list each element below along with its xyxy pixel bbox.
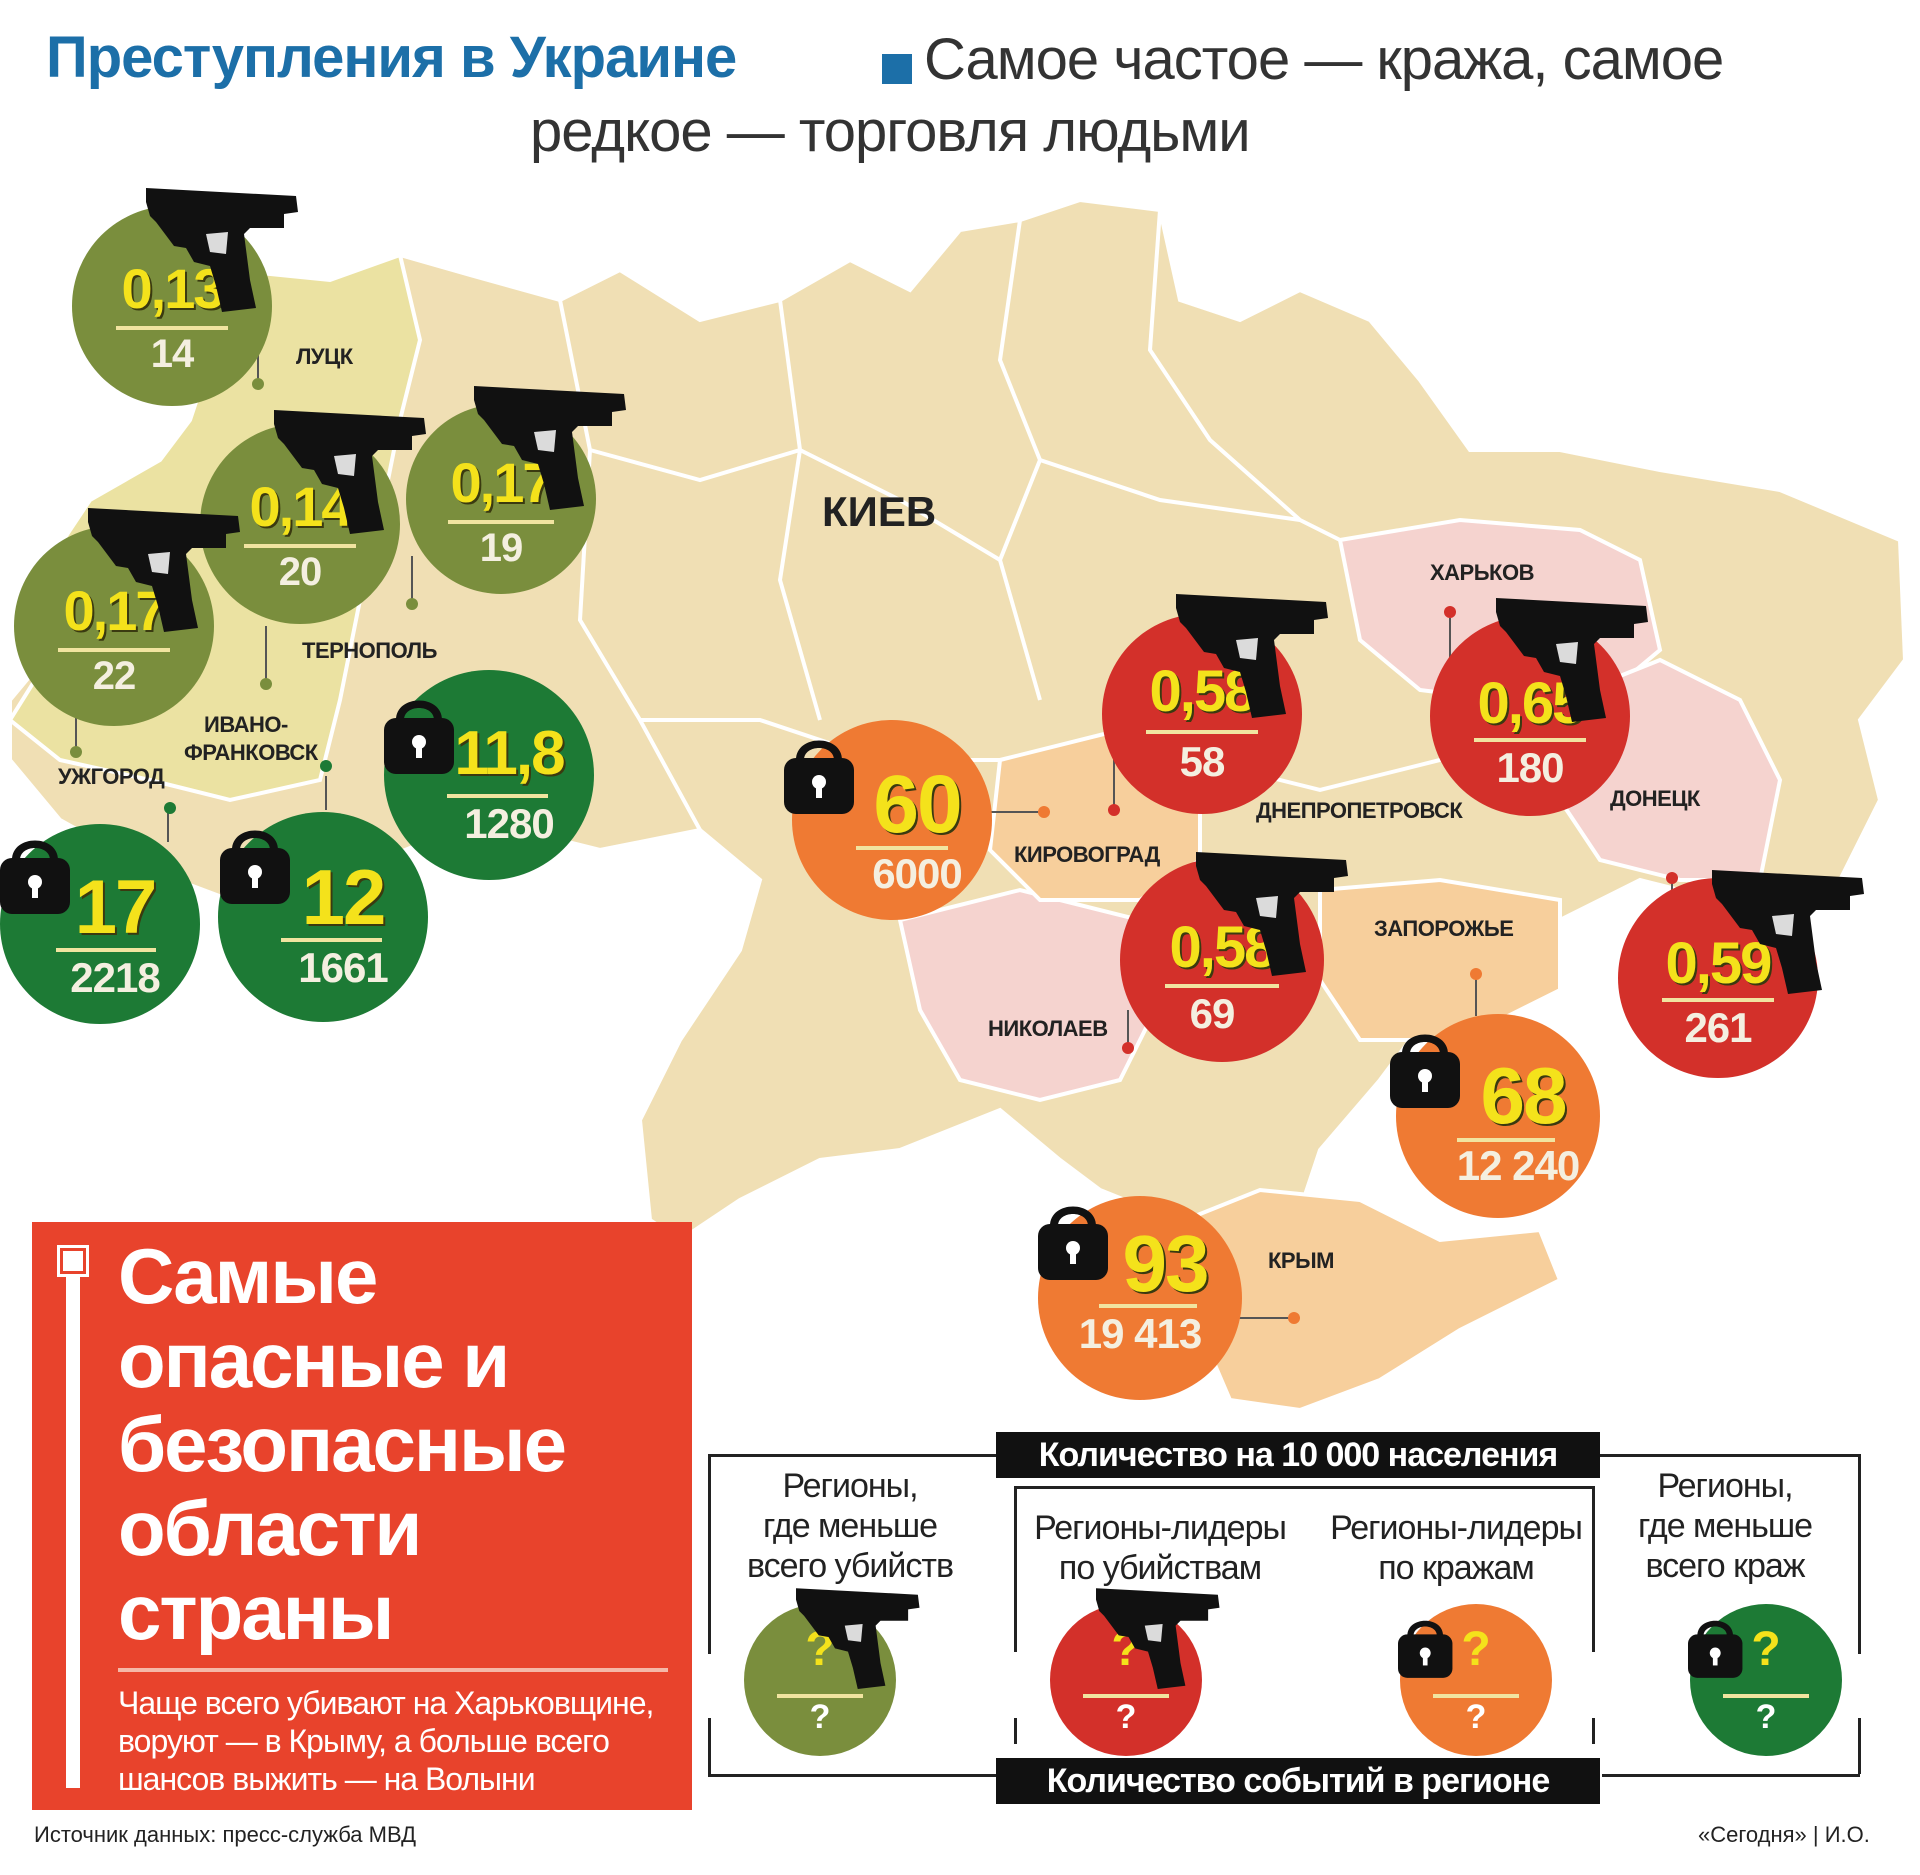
badge-ivano-theft: 12 1661 xyxy=(218,812,428,1022)
badge-rate: 12 xyxy=(301,853,387,941)
city-label-kiev: КИЕВ xyxy=(822,488,937,535)
pistol-icon xyxy=(1176,594,1328,718)
panel-title-line: Самые xyxy=(118,1232,378,1320)
city-label-zaporozhye: ЗАПОРОЖЬЕ xyxy=(1374,916,1514,941)
badge-count: 20 xyxy=(278,550,323,594)
legend-top-bar: Количество на 10 000 населения xyxy=(996,1432,1600,1478)
panel-title-line: безопасные xyxy=(118,1400,567,1488)
panel-title-line: страны xyxy=(118,1568,394,1656)
badge-kirovograd-theft: 60 6000 xyxy=(792,720,992,920)
badge-rate: 11,8 xyxy=(454,719,565,788)
badge-rate: 0,13 xyxy=(121,257,225,320)
legend-circle-least-thefts: ? ? xyxy=(1690,1604,1842,1756)
padlock-icon xyxy=(220,830,290,904)
city-label-ivano-2: ФРАНКОВСК xyxy=(184,740,318,765)
badge-krym-theft: 93 19 413 xyxy=(1038,1196,1242,1400)
badge-count: 19 413 xyxy=(1078,1310,1202,1357)
pistol-icon xyxy=(1496,598,1648,722)
title-square-bullet xyxy=(882,54,912,84)
title-main: Преступления в Украине xyxy=(46,25,737,90)
padlock-icon xyxy=(784,740,854,814)
panel-text-line: Чаще всего убивают на Харьковщине, xyxy=(118,1685,654,1721)
city-label-krym: КРЫМ xyxy=(1268,1248,1334,1273)
pistol-icon xyxy=(1096,1588,1220,1689)
panel-title-line: опасные и xyxy=(118,1316,510,1404)
panel-square-bullet xyxy=(60,1248,86,1274)
legend-circle-top-thefts: ? ? xyxy=(1400,1604,1552,1756)
badge-count: 1280 xyxy=(464,800,554,847)
legend-caption-top-thefts: Регионы-лидеры по кражам xyxy=(1330,1509,1583,1587)
padlock-icon xyxy=(1688,1620,1743,1678)
badge-rate: 60 xyxy=(873,759,962,850)
badge-count: 261 xyxy=(1684,1004,1752,1051)
pistol-icon xyxy=(474,386,626,510)
badge-count: 2218 xyxy=(70,954,160,1001)
padlock-icon xyxy=(1038,1206,1108,1280)
badge-rate: 0,59 xyxy=(1665,931,1773,996)
city-label-dnepropetrovsk: ДНЕПРОПЕТРОВСК xyxy=(1256,798,1463,823)
info-panel xyxy=(32,1222,692,1810)
legend-caption-least-murders: Регионы, где меньше всего убийств xyxy=(746,1467,954,1585)
badge-count: 180 xyxy=(1496,744,1564,791)
panel-text: Чаще всего убивают на Харьковщине, ворую… xyxy=(118,1684,698,1798)
badge-count: 12 240 xyxy=(1456,1142,1580,1189)
city-label-donetsk: ДОНЕЦК xyxy=(1610,786,1700,811)
pistol-icon xyxy=(1712,870,1864,994)
legend-bottom-bar: Количество событий в регионе xyxy=(996,1758,1600,1804)
badge-rate: 93 xyxy=(1122,1219,1210,1308)
badge-count: 14 xyxy=(150,332,195,376)
city-label-kharkov: ХАРЬКОВ xyxy=(1430,560,1534,585)
pistol-icon xyxy=(88,508,240,632)
badge-rate: 17 xyxy=(74,865,158,950)
panel-vertical-bar xyxy=(66,1276,80,1788)
padlock-icon xyxy=(1398,1620,1453,1678)
pistol-icon xyxy=(796,1588,920,1689)
title-subtitle-line1: Самое частое — кража, самое xyxy=(924,27,1724,92)
badge-count: 69 xyxy=(1189,990,1236,1037)
pistol-icon xyxy=(1196,852,1348,976)
panel-title-line: области xyxy=(118,1484,422,1572)
padlock-icon xyxy=(0,840,70,914)
badge-count: 22 xyxy=(92,654,137,698)
city-label-uzhgorod: УЖГОРОД xyxy=(58,764,165,789)
padlock-icon xyxy=(1390,1034,1460,1108)
footer-source: Источник данных: пресс-служба МВД xyxy=(34,1822,417,1847)
header: Преступления в Украине Самое частое — кр… xyxy=(40,14,1900,164)
badge-rate: 68 xyxy=(1480,1051,1568,1140)
legend-caption-least-thefts: Регионы, где меньше всего краж xyxy=(1637,1467,1813,1585)
badge-zaporozhye-theft: 68 12 240 xyxy=(1396,1014,1600,1218)
badge-uzhgorod-theft: 17 2218 xyxy=(0,824,200,1024)
panel-title: Самые опасные и безопасные области стран… xyxy=(118,1234,678,1654)
badge-ternopol-theft: 11,8 1280 xyxy=(384,670,594,880)
legend-caption-top-murders: Регионы-лидеры по убийствам xyxy=(1034,1509,1287,1587)
city-label-nikolaev: НИКОЛАЕВ xyxy=(988,1016,1108,1041)
badge-count: 19 xyxy=(479,526,524,570)
badge-count: 6000 xyxy=(872,850,962,897)
panel-text-line: воруют — в Крыму, а больше всего xyxy=(118,1723,610,1759)
city-label-ternopol: ТЕРНОПОЛЬ xyxy=(302,638,437,663)
region-zaporozhye xyxy=(1318,877,1562,1042)
badge-count: 1661 xyxy=(298,944,388,991)
footer-credit: «Сегодня» | И.О. xyxy=(1698,1822,1870,1847)
badge-count: 58 xyxy=(1179,738,1226,785)
padlock-icon xyxy=(384,700,454,774)
panel-text-line: шансов выжить — на Волыни xyxy=(118,1761,536,1797)
pistol-icon xyxy=(146,188,298,312)
city-label-lutsk: ЛУЦК xyxy=(296,344,353,369)
panel-divider xyxy=(118,1668,668,1672)
title-subtitle-line2: редкое — торговля людьми xyxy=(530,99,1251,164)
city-label-kirovograd: КИРОВОГРАД xyxy=(1014,842,1160,867)
city-label-ivano-1: ИВАНО- xyxy=(204,712,288,737)
badge-rate: 0,17 xyxy=(63,579,167,642)
